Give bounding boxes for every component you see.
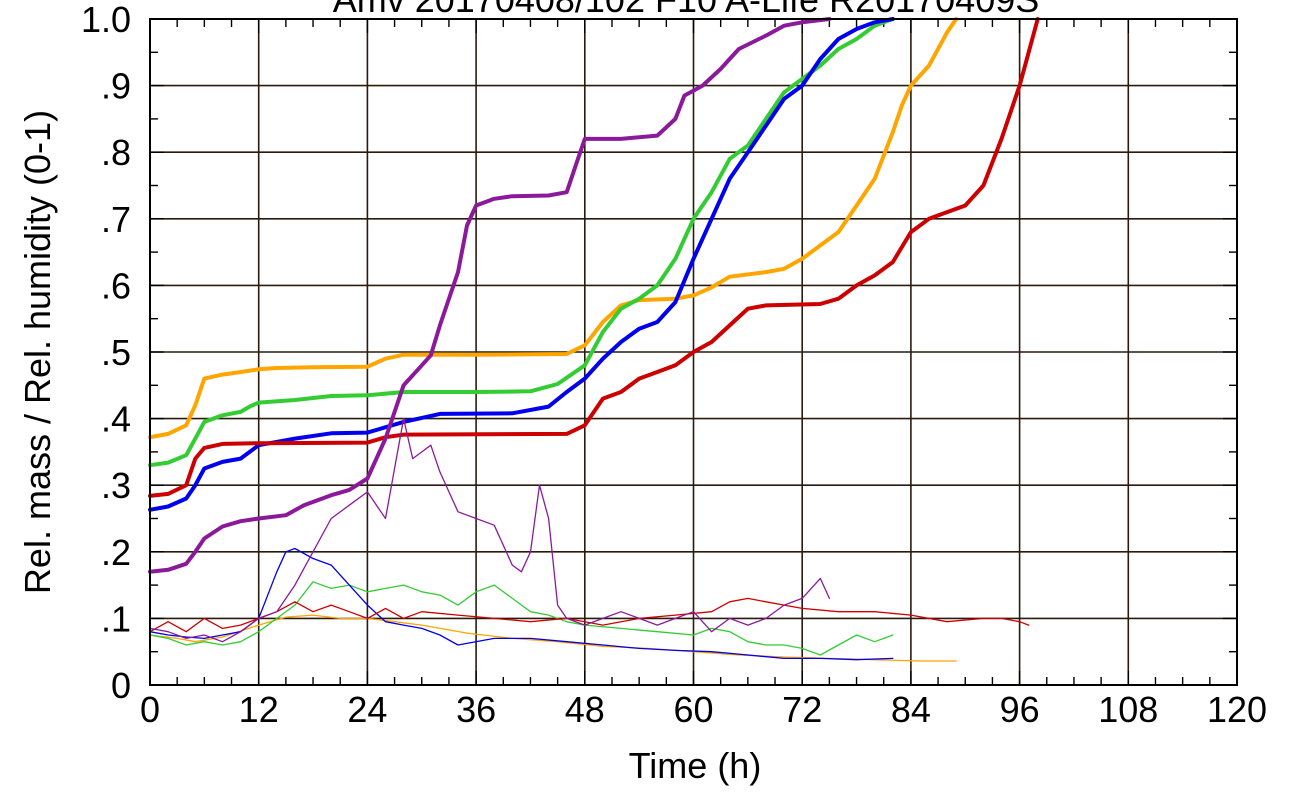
x-tick-label: 120: [1207, 689, 1267, 730]
y-axis-title: Rel. mass / Rel. humidity (0-1): [17, 110, 58, 594]
y-tick-label: .2: [101, 532, 131, 573]
y-tick-label: .3: [101, 465, 131, 506]
y-tick-label: .1: [101, 598, 131, 639]
y-tick-label: .5: [101, 332, 131, 373]
plot-area: 0 12 24 36 48 60 72 84 96 108 120 0 .1 .2 .3 .4 .5 .6 .7 .8…: [81, 0, 1267, 730]
y-tick-label: 0: [111, 665, 131, 706]
mass-series-line: [148, 17, 895, 468]
y-tick-label: .8: [101, 132, 131, 173]
mass-series-line: [148, 17, 832, 574]
x-tick-label: 60: [673, 689, 713, 730]
chart-title: Amv 20170408/102 F10 A-Life R20170409S: [333, 0, 1040, 20]
humidity-series-line: [149, 417, 831, 643]
x-tick-label: 108: [1098, 689, 1158, 730]
x-axis-title: Time (h): [629, 745, 762, 786]
y-tick-label: 1.0: [81, 0, 131, 40]
x-tick-label: 96: [1000, 689, 1040, 730]
mass-series-line: [148, 17, 895, 512]
plot-frame: [149, 18, 1238, 686]
y-tick-label: .6: [101, 265, 131, 306]
mass-series-line: [148, 17, 959, 440]
x-tick-label: 0: [140, 689, 160, 730]
x-tick-label: 12: [239, 689, 279, 730]
x-tick-label: 24: [347, 689, 387, 730]
x-tick-label: 48: [565, 689, 605, 730]
mass-series-line: [148, 17, 1040, 498]
x-tick-label: 84: [891, 689, 931, 730]
x-tick-label: 36: [456, 689, 496, 730]
x-tick-label: 72: [782, 689, 822, 730]
humidity-series-line: [149, 614, 957, 662]
humidity-series-line: [149, 581, 894, 656]
y-tick-label: .4: [101, 399, 131, 440]
y-tick-label: .7: [101, 199, 131, 240]
y-tick-label: .9: [101, 66, 131, 107]
